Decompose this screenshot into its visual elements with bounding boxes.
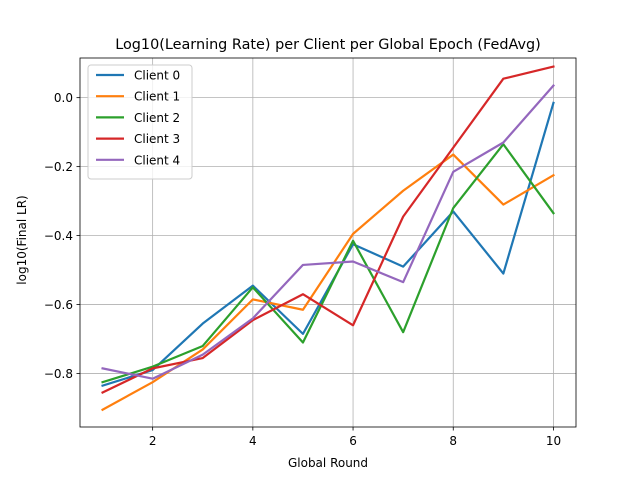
- y-tick-label: −0.6: [44, 298, 73, 312]
- series-line-client-2: [101, 143, 555, 384]
- legend: Client 0 Client 1 Client 2 Client 3 Client 4: [87, 64, 193, 180]
- y-axis-label: log10(Final LR): [15, 195, 29, 284]
- legend-label: Client 4: [134, 153, 180, 167]
- x-axis-ticks: 2 4 6 8 10: [149, 427, 561, 448]
- y-tick-label: −0.8: [44, 367, 73, 381]
- legend-label: Client 2: [134, 111, 180, 125]
- series-lines: [101, 65, 556, 412]
- plot-frame: [79, 57, 577, 428]
- y-axis-ticks: −0.8 −0.6 −0.4 −0.2 0.0: [44, 91, 80, 381]
- x-tick-label: 4: [249, 434, 257, 448]
- legend-label: Client 3: [134, 132, 180, 146]
- x-tick-label: 2: [149, 434, 157, 448]
- x-tick-label: 10: [546, 434, 561, 448]
- y-tick-label: −0.2: [44, 160, 73, 174]
- legend-label: Client 1: [134, 90, 180, 104]
- series-line-client-0: [101, 101, 555, 387]
- series-line-client-3: [101, 65, 555, 394]
- series-line-client-4: [101, 84, 556, 380]
- x-tick-label: 6: [349, 434, 357, 448]
- y-tick-label: −0.4: [44, 229, 73, 243]
- chart-title: Log10(Learning Rate) per Client per Glob…: [115, 37, 541, 53]
- legend-label: Client 0: [134, 69, 180, 83]
- legend-box: [87, 64, 193, 180]
- y-tick-label: 0.0: [54, 91, 73, 105]
- x-axis-label: Global Round: [288, 456, 368, 470]
- x-tick-label: 8: [449, 434, 457, 448]
